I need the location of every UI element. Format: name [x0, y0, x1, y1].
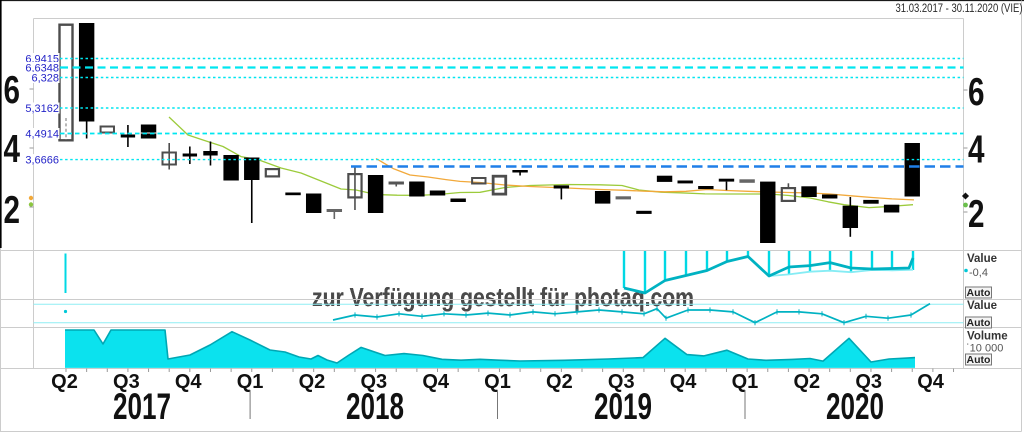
svg-text:Q1: Q1: [484, 371, 511, 393]
svg-text:Q1: Q1: [237, 371, 264, 393]
svg-text:2: 2: [968, 193, 985, 236]
svg-text:Q2: Q2: [546, 371, 573, 393]
svg-text:Q4: Q4: [422, 371, 450, 393]
svg-text:zur Verfügung gestellt für pho: zur Verfügung gestellt für photaq.com: [312, 282, 694, 312]
svg-text:Volume: Volume: [967, 331, 1008, 343]
svg-text:4: 4: [968, 128, 985, 171]
svg-text:2: 2: [4, 189, 21, 232]
svg-text:6,6348: 6,6348: [25, 62, 59, 74]
svg-text:Q3: Q3: [360, 371, 387, 393]
svg-text:Value: Value: [967, 253, 997, 265]
svg-text:6,328: 6,328: [31, 72, 59, 84]
svg-text:Q3: Q3: [608, 371, 635, 393]
svg-text:Auto: Auto: [967, 354, 991, 366]
svg-text:31.03.2017 - 30.11.2020 (VIE): 31.03.2017 - 30.11.2020 (VIE): [896, 3, 1023, 15]
svg-text:2020: 2020: [826, 386, 884, 427]
svg-text:4,4914: 4,4914: [25, 128, 59, 140]
svg-text:Q4: Q4: [917, 371, 945, 393]
svg-text:Q2: Q2: [299, 371, 326, 393]
svg-text:2019: 2019: [594, 386, 652, 427]
svg-text:-0,4: -0,4: [969, 267, 988, 279]
svg-text:2017: 2017: [113, 386, 171, 427]
svg-text:ˈ10 000: ˈ10 000: [966, 343, 1003, 355]
svg-text:Q3: Q3: [113, 371, 140, 393]
svg-text:Q3: Q3: [855, 371, 882, 393]
svg-text:Q2: Q2: [793, 371, 820, 393]
svg-text:Q4: Q4: [175, 371, 203, 393]
svg-text:3,6666: 3,6666: [25, 154, 59, 166]
svg-text:6: 6: [968, 71, 985, 114]
svg-text:5,3162: 5,3162: [25, 103, 59, 115]
svg-text:6: 6: [4, 69, 21, 112]
svg-text:Auto: Auto: [967, 287, 991, 299]
svg-text:zur Verfügung gestellt für pho: zur Verfügung gestellt für photaq.com: [312, 282, 694, 312]
svg-text:4: 4: [4, 128, 21, 171]
svg-text:Q1: Q1: [732, 371, 759, 393]
svg-text:Auto: Auto: [967, 317, 991, 329]
svg-text:2018: 2018: [346, 386, 404, 427]
svg-text:Value: Value: [967, 300, 997, 312]
svg-text:Q2: Q2: [51, 371, 78, 393]
svg-text:Q4: Q4: [670, 371, 698, 393]
